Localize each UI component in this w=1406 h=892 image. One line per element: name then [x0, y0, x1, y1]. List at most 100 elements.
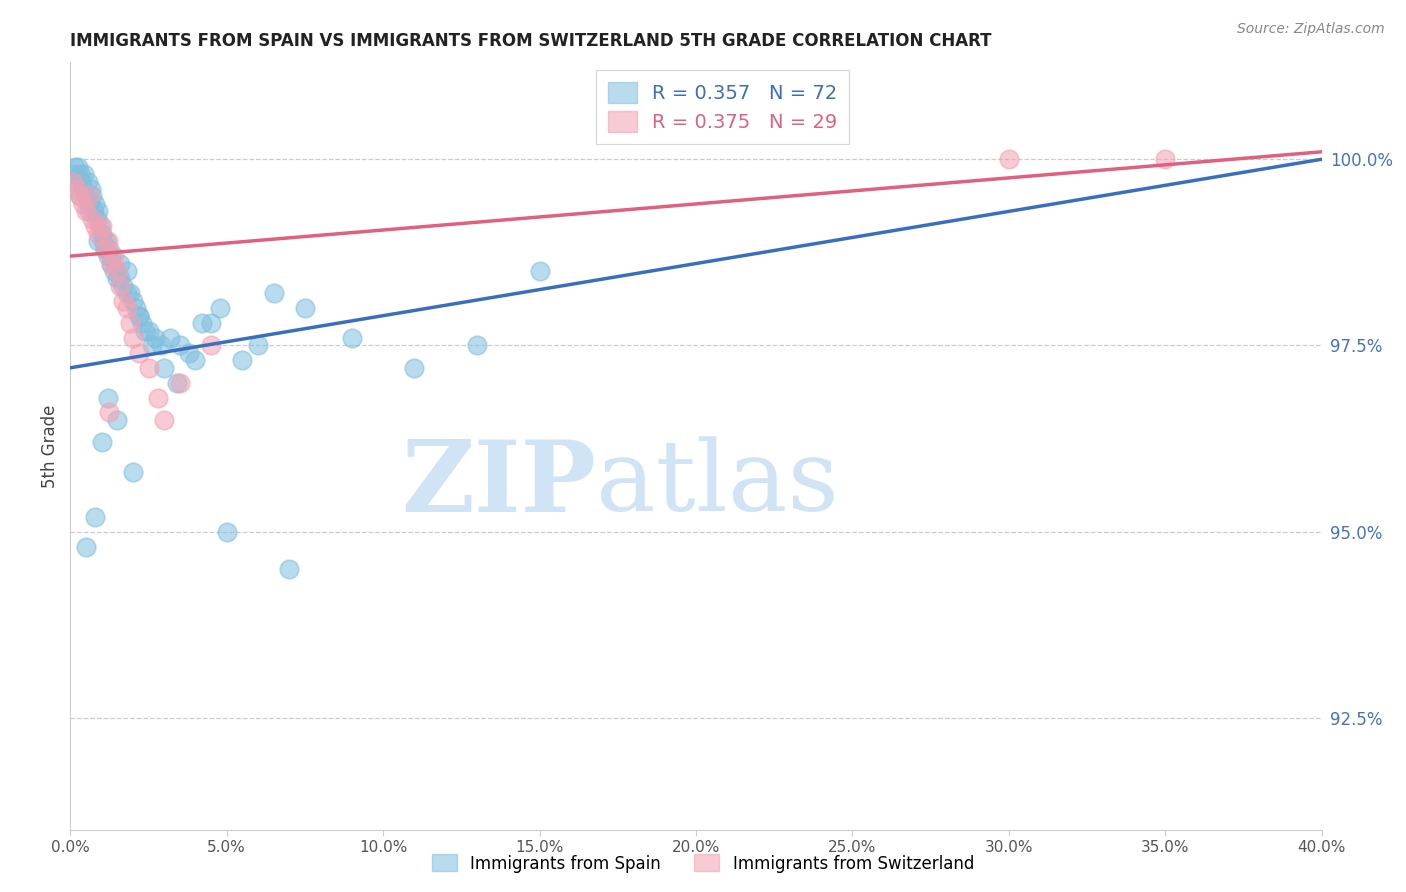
Y-axis label: 5th Grade: 5th Grade — [41, 404, 59, 488]
Legend: Immigrants from Spain, Immigrants from Switzerland: Immigrants from Spain, Immigrants from S… — [425, 847, 981, 880]
Point — [166, 376, 188, 390]
Point — [89, 219, 111, 234]
Point — [103, 264, 125, 278]
Point — [153, 360, 176, 375]
Point — [87, 204, 110, 219]
Point — [97, 234, 120, 248]
Point — [200, 316, 222, 330]
Point — [97, 249, 120, 263]
Point — [98, 405, 121, 419]
Point — [90, 227, 112, 241]
Point — [110, 278, 132, 293]
Point — [65, 175, 87, 189]
Point — [84, 197, 107, 211]
Legend: R = 0.357   N = 72, R = 0.375   N = 29: R = 0.357 N = 72, R = 0.375 N = 29 — [596, 70, 849, 144]
Point — [100, 256, 122, 270]
Point — [115, 264, 138, 278]
Point — [105, 271, 128, 285]
Point — [90, 435, 112, 450]
Point — [76, 175, 98, 189]
Point — [79, 182, 101, 196]
Point — [128, 309, 150, 323]
Point — [87, 227, 110, 241]
Point — [72, 197, 94, 211]
Point — [77, 204, 100, 219]
Point — [77, 197, 100, 211]
Point — [70, 175, 93, 189]
Point — [84, 219, 107, 234]
Point — [138, 360, 160, 375]
Point — [67, 160, 90, 174]
Point — [121, 331, 145, 345]
Text: IMMIGRANTS FROM SPAIN VS IMMIGRANTS FROM SWITZERLAND 5TH GRADE CORRELATION CHART: IMMIGRANTS FROM SPAIN VS IMMIGRANTS FROM… — [70, 32, 991, 50]
Point — [82, 211, 104, 226]
Point — [112, 293, 135, 308]
Point — [121, 465, 145, 479]
Point — [134, 324, 156, 338]
Point — [200, 338, 222, 352]
Point — [75, 204, 97, 219]
Point — [77, 189, 100, 203]
Point — [150, 338, 173, 352]
Point — [247, 338, 270, 352]
Point — [215, 524, 238, 539]
Point — [263, 286, 285, 301]
Point — [340, 331, 363, 345]
Point — [143, 331, 166, 345]
Point — [141, 338, 163, 352]
Point — [75, 189, 97, 203]
Point — [138, 324, 160, 338]
Point — [97, 391, 120, 405]
Point — [112, 278, 135, 293]
Point — [159, 331, 181, 345]
Point — [209, 301, 232, 316]
Point — [83, 204, 105, 219]
Point — [184, 353, 207, 368]
Point — [115, 301, 138, 316]
Point — [65, 182, 87, 196]
Point — [118, 286, 141, 301]
Point — [998, 153, 1021, 167]
Point — [73, 167, 96, 181]
Point — [110, 271, 132, 285]
Point — [84, 509, 107, 524]
Point — [110, 256, 132, 270]
Text: Source: ZipAtlas.com: Source: ZipAtlas.com — [1237, 22, 1385, 37]
Point — [128, 309, 150, 323]
Point — [105, 264, 128, 278]
Point — [1154, 153, 1177, 167]
Point — [90, 219, 112, 234]
Point — [98, 242, 121, 256]
Point — [93, 242, 115, 256]
Point — [125, 301, 148, 316]
Point — [91, 234, 114, 248]
Point — [169, 376, 191, 390]
Point — [146, 391, 169, 405]
Point — [62, 175, 84, 189]
Point — [404, 360, 426, 375]
Point — [190, 316, 212, 330]
Point — [82, 189, 104, 203]
Point — [131, 316, 153, 330]
Point — [103, 249, 125, 263]
Point — [87, 234, 110, 248]
Point — [231, 353, 253, 368]
Point — [465, 338, 488, 352]
Point — [529, 264, 551, 278]
Point — [69, 167, 91, 181]
Point — [86, 211, 108, 226]
Point — [69, 189, 91, 203]
Point — [278, 562, 301, 576]
Point — [179, 346, 201, 360]
Point — [62, 167, 84, 181]
Point — [118, 316, 141, 330]
Point — [63, 160, 86, 174]
Point — [294, 301, 316, 316]
Point — [75, 540, 97, 554]
Point — [72, 182, 94, 196]
Point — [100, 249, 122, 263]
Point — [121, 293, 145, 308]
Point — [96, 234, 118, 248]
Point — [69, 189, 91, 203]
Point — [115, 286, 138, 301]
